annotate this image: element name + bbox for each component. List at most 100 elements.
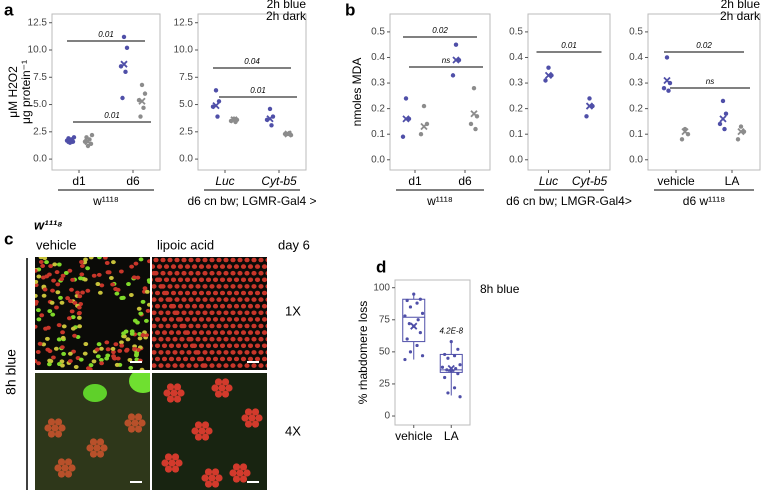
data-point (405, 337, 409, 341)
y-tick-label: 0.0 (509, 154, 523, 165)
significance-label: 0.01 (561, 41, 577, 50)
ommatidium (223, 363, 229, 368)
rhabdomere (215, 474, 223, 482)
ommatidium (152, 343, 154, 348)
ommatidium (219, 330, 226, 335)
ommatidium (76, 311, 82, 316)
rhabdomere (201, 433, 210, 441)
rhabdomere (163, 389, 171, 397)
data-point (141, 105, 146, 111)
ommatidium (188, 310, 194, 316)
data-point (584, 114, 589, 119)
rhabdomere (239, 463, 248, 471)
ommatidium (216, 336, 222, 342)
data-point (717, 121, 723, 127)
ommatidium (154, 303, 161, 309)
legend-entry: 2h blue (267, 0, 307, 11)
mean-marker (66, 136, 74, 145)
data-point (452, 354, 457, 358)
y-tick-label: 0.4 (509, 52, 523, 63)
ommatidium (158, 284, 164, 289)
ommatidium (104, 260, 110, 265)
x-tick-label: Luc (215, 174, 234, 188)
plot-frame (51, 13, 161, 171)
ommatidium (135, 275, 141, 280)
y-tick-label: 0.0 (179, 154, 193, 165)
rhabdomere (218, 384, 226, 392)
ommatidium (126, 282, 131, 287)
rhabdomere (248, 414, 256, 422)
ommatidium (38, 260, 44, 265)
ommatidium (258, 323, 264, 329)
ommatidium (202, 350, 208, 355)
ommatidium (179, 323, 185, 329)
data-point (446, 391, 450, 395)
data-point (471, 85, 477, 91)
data-point (661, 85, 667, 91)
mean-marker (681, 128, 689, 136)
ommatidium (97, 290, 103, 295)
ommatidium (184, 264, 191, 269)
ommatidium (258, 257, 264, 263)
ommatidium (191, 264, 198, 269)
data-point (456, 372, 460, 376)
data-point (415, 343, 419, 348)
ommatidium (258, 350, 264, 355)
ommatidium (198, 330, 205, 335)
ommatidium (111, 260, 116, 265)
ommatidium (269, 264, 274, 269)
ommatidium (198, 369, 201, 370)
y-tick-label: 0.5 (629, 27, 643, 38)
ommatidium (175, 317, 182, 322)
data-point (405, 298, 409, 303)
ommatidium (244, 284, 250, 289)
ommatidium (129, 264, 135, 269)
ommatidium (244, 363, 250, 368)
ommatidium (95, 282, 101, 287)
rhabdomere (134, 425, 143, 433)
ommatidium (269, 370, 274, 375)
ommatidium (233, 277, 240, 283)
ommatidium (212, 330, 219, 335)
group-label: d6 cn bw; LGMR-Gal4 > (187, 194, 316, 208)
ommatidium (50, 312, 56, 317)
data-point (421, 103, 427, 109)
ommatidium (202, 284, 208, 289)
y-tick-label: 7.5 (33, 72, 47, 83)
ommatidium (175, 343, 182, 349)
ommatidium (191, 369, 194, 370)
ommatidium (168, 330, 175, 335)
ommatidium (181, 297, 187, 302)
significance-label: 0.02 (432, 26, 448, 35)
ommatidium (47, 309, 53, 314)
ommatidium (158, 336, 164, 342)
rhabdomere (127, 413, 136, 421)
ommatidium (184, 290, 191, 296)
ommatidium (163, 369, 166, 370)
ommatidium (42, 257, 48, 261)
ommatidium (205, 343, 212, 349)
ommatidium (216, 284, 222, 289)
ommatidium (40, 263, 46, 268)
rhabdomere (96, 450, 105, 458)
ommatidium (114, 291, 120, 296)
mean-marker (470, 110, 478, 118)
ommatidium (195, 323, 201, 329)
mean-marker (663, 76, 671, 85)
rhabdomere (54, 464, 62, 472)
ommatidium (223, 323, 229, 329)
ommatidium (254, 303, 261, 309)
panel-label: a (4, 0, 14, 19)
ommatidium (99, 283, 105, 288)
ommatidium (188, 297, 194, 302)
ommatidium (269, 317, 274, 322)
data-point (138, 114, 143, 119)
ommatidium (85, 288, 91, 293)
ommatidium (247, 317, 254, 322)
rhabdomere (201, 474, 209, 482)
ommatidium (124, 347, 130, 352)
rhabdomere (211, 480, 220, 488)
ommatidium (172, 350, 178, 355)
ommatidium (214, 369, 217, 370)
ommatidium (54, 270, 60, 275)
